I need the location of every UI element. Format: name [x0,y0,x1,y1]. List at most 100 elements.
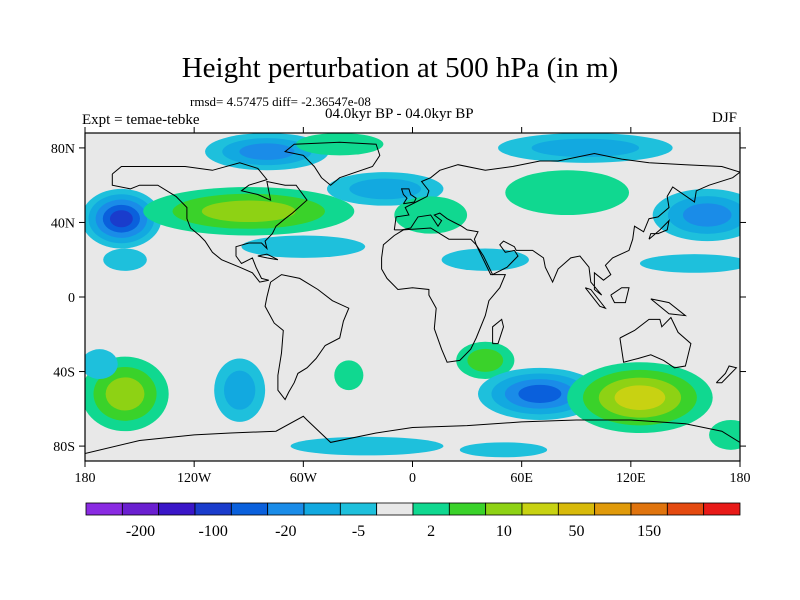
colorbar-swatch [521,502,559,516]
anomaly-region-21 [290,436,444,456]
anomaly-region-5 [241,235,366,258]
anomaly-region-2 [143,187,355,236]
anomaly-region-11 [639,254,740,273]
colorbar-label: 10 [496,523,512,540]
coastline-madagascar [492,318,505,345]
coastline-uk [400,188,417,205]
anomaly-region-1 [103,248,147,271]
contour-band [334,360,364,391]
experiment-label: Expt = temae-tebke [82,112,200,128]
contour-band [239,143,295,160]
colorbar-swatch [85,502,123,516]
contour-band [109,210,133,228]
coastlines [85,141,740,454]
contour-band [639,254,740,273]
colorbar-label: -20 [275,523,296,540]
contour-band [223,370,256,410]
colorbar-label: 2 [427,523,435,540]
colorbar-swatch [448,502,487,516]
latitude-axis: 80N 40N 0 40S 80S [51,142,746,455]
contour-band [505,170,630,215]
lon-tick-label: 120W [177,471,212,486]
colorbar-swatch [630,502,668,516]
colorbar-swatch [194,502,232,516]
colorbar-swatch [376,502,414,516]
contour-band [518,384,562,403]
anomaly-region-17 [456,341,515,380]
coastline-greenland [283,141,381,186]
colorbar-swatch [485,502,523,516]
colorbar-label: 150 [637,523,661,540]
colorbar-label: -5 [352,523,365,540]
anomaly-region-4 [296,133,384,156]
coastline-australia [619,316,692,369]
lon-tick-label: 0 [409,471,416,486]
coastline-borneo [610,287,630,304]
coastline-cuba [257,253,279,261]
colorbar-label: -200 [126,523,155,540]
anomaly-region-22 [459,442,548,458]
season-label: DJF [712,110,738,126]
lon-tick-label: 180 [75,471,96,486]
colorbar-swatch [303,502,341,516]
period-label: 04.0kyr BP - 04.0kyr BP [325,106,474,122]
colorbar-swatch [557,502,596,516]
lon-tick-label: 60E [510,471,533,486]
longitude-axis: 180 120W 60W 0 60E 120E 180 [75,127,751,486]
anomaly-region-14 [85,349,118,379]
colorbar-swatch [339,502,378,516]
rmsd-diff-stats: rmsd= 4.57475 diff= -2.36547e-08 [190,94,371,109]
anomaly-region-16 [334,360,364,391]
coastline-south-america [264,274,350,401]
coastline-new-zealand [715,365,738,384]
contour-band [296,133,384,156]
anomaly-region-9 [498,133,673,163]
anomaly-region-15 [214,358,266,422]
contour-band [241,235,366,258]
anomaly-field [85,133,740,458]
lon-tick-label: 60W [290,471,318,486]
contour-band [290,436,444,456]
colorbar: -200 -100 -20 -5 2 10 50 150 [85,502,741,540]
lon-tick-label: 120E [616,471,646,486]
contour-band [682,203,732,227]
colorbar-swatch [703,502,741,516]
colorbar-swatch [121,502,160,516]
colorbar-swatch [412,502,450,516]
coastline-sumatra [584,287,607,310]
contour-band [467,348,504,372]
lat-tick-label: 0 [68,291,75,306]
lat-tick-label: 40S [53,366,75,381]
anomaly-region-0 [85,188,162,249]
plot-title: Height perturbation at 500 hPa (in m) [181,52,619,84]
lat-tick-label: 80S [53,440,75,455]
lat-tick-label: 40N [51,216,75,231]
colorbar-swatch [230,502,269,516]
anomaly-region-20 [709,420,740,450]
coastline-japan [648,219,670,240]
coastline-eurasia [393,152,740,296]
lon-tick-label: 180 [730,471,751,486]
anomaly-region-18 [477,367,602,420]
anomaly-region-10 [652,188,740,242]
contour-band [709,420,740,450]
colorbar-swatch [158,502,196,516]
colorbar-swatch [594,502,632,516]
contour-band [105,377,145,411]
lat-tick-label: 80N [51,142,75,157]
colorbar-label: -100 [199,523,228,540]
colorbar-swatch [666,502,705,516]
coastline-north-america [111,162,308,283]
contour-band [459,442,548,458]
anomaly-region-8 [505,170,630,215]
colorbar-swatch [267,502,305,516]
contour-band [201,200,296,223]
contour-band [103,248,147,271]
contour-band [85,349,118,379]
coastline-new-guinea [650,298,688,317]
coastline-africa [381,227,507,363]
contour-band [349,178,422,200]
colorbar-label: 50 [569,523,585,540]
contour-band [531,138,640,158]
